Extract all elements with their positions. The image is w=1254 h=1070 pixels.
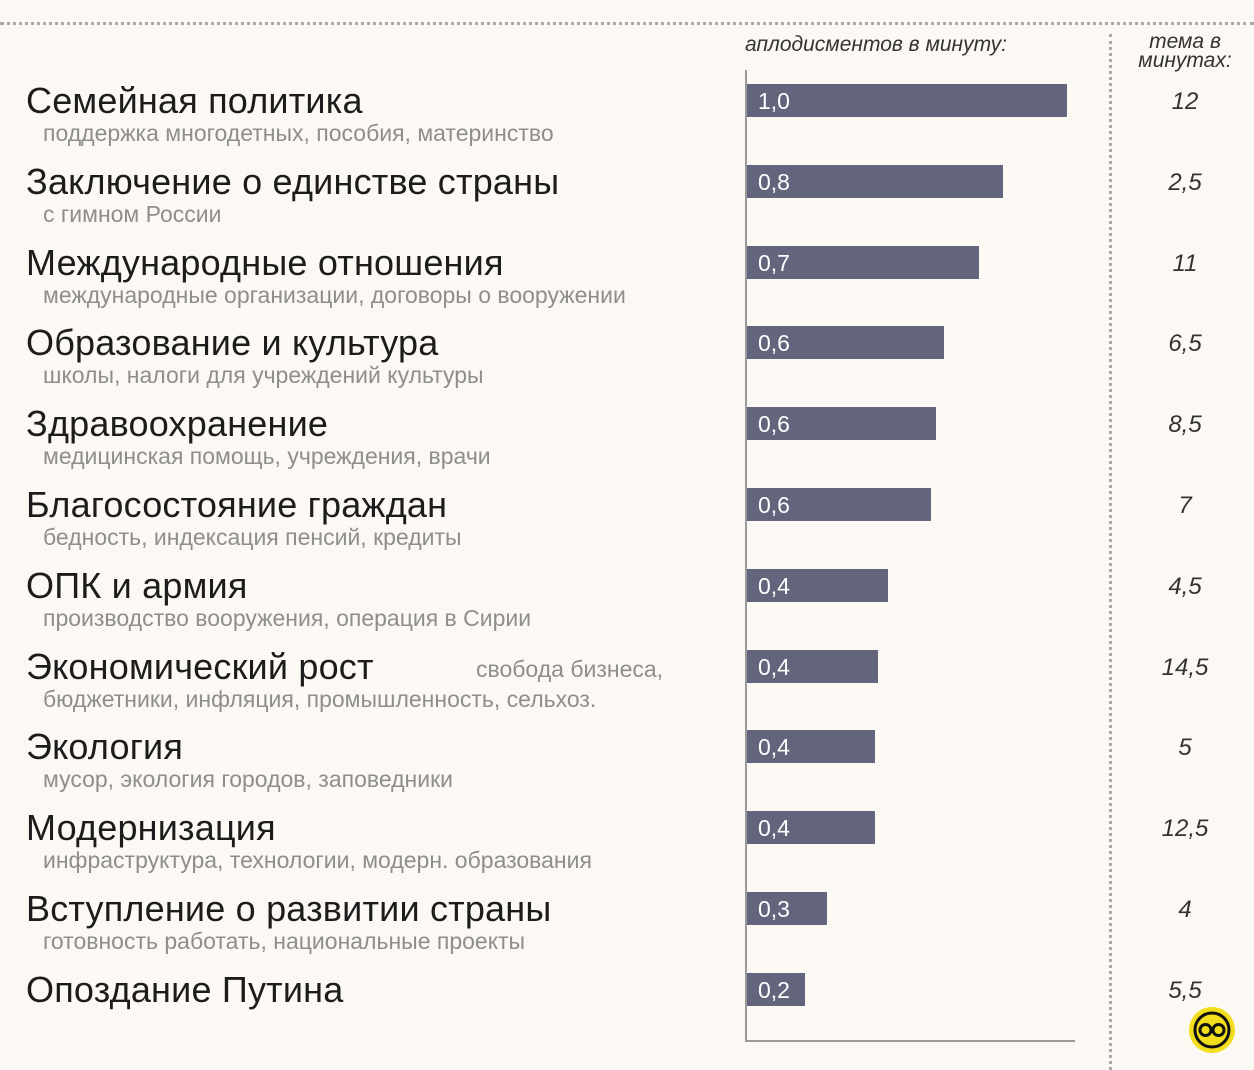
topic-label: Модернизация: [26, 807, 276, 849]
topic-minutes-value: 5: [1178, 734, 1192, 762]
topic-minutes-value: 12,5: [1161, 815, 1209, 843]
claps-bar: [747, 488, 931, 521]
topic-minutes-header: тема в минутах:: [1138, 30, 1232, 72]
topic-subtitle: инфраструктура, технологии, модерн. обра…: [43, 847, 592, 874]
chart-row: ОПК и армия производство вооружения, опер…: [0, 565, 1254, 645]
topic-subtitle: школы, налоги для учреждений культуры: [43, 362, 484, 389]
topic-label: Экология: [26, 726, 184, 768]
topic-minutes-value: 11: [1172, 249, 1198, 277]
topic-minutes-value: 2,5: [1168, 168, 1202, 196]
topic-minutes-value: 12: [1171, 88, 1199, 115]
topic-label: Заключение о единстве страны: [26, 160, 560, 202]
chart-row: Международные отношения международные орг…: [0, 242, 1254, 322]
bar-value-label: 0,4: [758, 734, 790, 761]
claps-bar: [747, 811, 875, 845]
topic-minutes-value: 14,5: [1161, 653, 1209, 681]
claps-bar: [747, 326, 944, 360]
bar-value-label: 0,6: [758, 492, 790, 518]
claps-bar: [747, 972, 805, 1006]
topic-subtitle: готовность работать, национальные проект…: [43, 928, 526, 954]
chart-row: Благосостояние граждан бедность, индексац…: [0, 484, 1254, 564]
claps-bar: [747, 649, 878, 683]
claps-bar: [747, 407, 936, 441]
claps-bar: [747, 245, 979, 279]
topic-label: Образование и культура: [26, 322, 439, 364]
topic-label: Экономический рост: [26, 645, 374, 687]
chart-row: Экономический рост свобода бизнеса, бюджет…: [0, 646, 1254, 726]
chart-row: Модернизация инфраструктура, технологии, …: [0, 807, 1254, 887]
bar-value-label: 0,6: [758, 330, 790, 357]
topic-subtitle: мусор, экология городов, заповедники: [43, 766, 454, 793]
topic-label: Международные отношения: [26, 241, 504, 283]
topic-subtitle: бюджетники, инфляция, промышленность, се…: [43, 685, 597, 712]
bar-value-label: 0,2: [758, 976, 790, 1003]
topic-subtitle: медицинская помощь, учреждения, врачи: [43, 443, 491, 470]
claps-per-minute-header: аплодисментов в минуту:: [745, 33, 1007, 56]
topic-label: Опоздание Путина: [26, 968, 344, 1010]
bar-baseline: [745, 1040, 1075, 1042]
bar-value-label: 1,0: [758, 88, 790, 114]
topic-label: Семейная политика: [26, 80, 363, 121]
topic-subtitle: поддержка многодетных, пособия, материнс…: [43, 120, 554, 146]
topic-subtitle: международные организации, договоры о во…: [43, 281, 626, 308]
bar-value-label: 0,4: [758, 815, 790, 842]
chart-row: Заключение о единстве страны с гимном Рос…: [0, 161, 1254, 241]
chart-row: Вступление о развитии страны готовность р…: [0, 888, 1254, 968]
bar-value-label: 0,6: [758, 411, 790, 438]
chart-row: Образование и культура школы, налоги для …: [0, 322, 1254, 402]
claps-bar: [747, 568, 888, 602]
bar-value-label: 0,4: [758, 653, 790, 680]
brand-logo-icon: [1189, 1007, 1235, 1053]
topic-label: ОПК и армия: [26, 564, 248, 606]
topic-subtitle: с гимном России: [43, 200, 222, 227]
chart-row: Опоздание Путина 0,2 5,5: [0, 969, 1254, 1049]
topic-minutes-value: 4,5: [1168, 572, 1202, 600]
topic-minutes-value: 4: [1178, 896, 1192, 923]
topic-label: Здравоохранение: [26, 403, 329, 445]
topic-minutes-value: 7: [1178, 492, 1192, 519]
topic-minutes-value: 5,5: [1168, 976, 1202, 1004]
column-dotted-divider: [1109, 34, 1112, 1070]
topic-subtitle: производство вооружения, операция в Сири…: [43, 604, 532, 631]
chart-row: Семейная политика поддержка многодетных, …: [0, 80, 1254, 160]
topic-minutes-value: 6,5: [1168, 330, 1202, 358]
claps-bar: [747, 84, 1067, 117]
bar-axis-line: [745, 70, 747, 1042]
bar-value-label: 0,3: [758, 896, 790, 922]
chart-row: Здравоохранение медицинская помощь, учреж…: [0, 403, 1254, 483]
chart-row: Экология мусор, экология городов, заповед…: [0, 726, 1254, 806]
bar-value-label: 0,7: [758, 249, 790, 276]
topic-subtitle-inline: свобода бизнеса,: [476, 655, 664, 682]
topic-subtitle: бедность, индексация пенсий, кредиты: [43, 524, 462, 550]
bar-value-label: 0,4: [758, 572, 790, 599]
claps-bar: [747, 730, 875, 764]
topic-label: Благосостояние граждан: [26, 484, 448, 525]
claps-bar: [747, 892, 827, 925]
claps-bar: [747, 164, 1003, 198]
bar-value-label: 0,8: [758, 168, 790, 195]
topic-minutes-value: 8,5: [1168, 411, 1202, 439]
top-dotted-rule: [0, 22, 1254, 25]
topic-label: Вступление о развитии страны: [26, 888, 552, 929]
